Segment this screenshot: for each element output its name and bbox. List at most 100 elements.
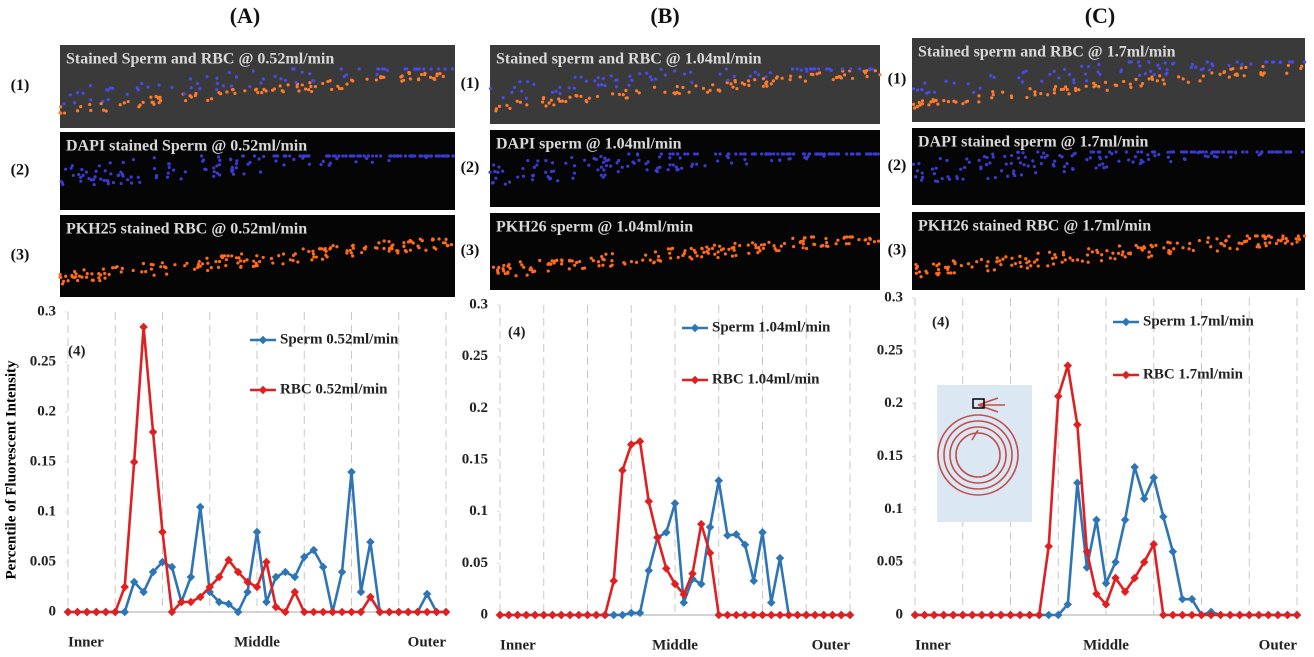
cell-dot	[1086, 260, 1090, 264]
cell-dot	[730, 246, 734, 250]
cell-dot	[560, 99, 565, 103]
cell-dot	[1175, 241, 1179, 245]
cell-dot	[628, 74, 632, 78]
cell-dot	[1072, 81, 1076, 85]
cell-dot	[584, 79, 588, 83]
cell-dot	[1181, 77, 1185, 81]
cell-dot	[1209, 245, 1213, 249]
point	[1283, 610, 1292, 620]
cell-dot	[837, 75, 841, 79]
legend-label: Sperm 0.52ml/min	[280, 331, 399, 347]
cell-dot	[822, 154, 826, 158]
cell-dot	[1113, 257, 1117, 261]
cell-dot	[520, 263, 524, 267]
cell-dot	[1019, 173, 1024, 177]
point	[347, 607, 356, 617]
cell-dot	[197, 259, 201, 264]
cell-dot	[1227, 234, 1231, 238]
cell-dot	[433, 77, 437, 82]
cell-dot	[1128, 252, 1133, 256]
cell-dot	[1210, 62, 1214, 66]
cell-dot	[601, 175, 605, 179]
cell-dot	[310, 258, 314, 262]
cell-dot	[1094, 83, 1098, 87]
cell-dot	[408, 154, 412, 158]
cell-dot	[1062, 170, 1066, 174]
cell-dot	[710, 246, 715, 251]
cell-dot	[241, 154, 245, 158]
cell-dot	[1283, 241, 1287, 245]
cell-dot	[959, 167, 963, 171]
row-label: (1)	[11, 77, 30, 94]
row-label: (3)	[11, 247, 30, 264]
cell-dot	[560, 258, 564, 262]
point	[111, 607, 120, 617]
cell-dot	[991, 93, 995, 97]
cell-dot	[689, 70, 693, 74]
cell-dot	[1024, 257, 1028, 261]
cell-dot	[634, 260, 639, 264]
cell-dot	[85, 272, 89, 276]
cell-dot	[802, 236, 806, 240]
cell-dot	[115, 265, 119, 269]
cell-dot	[1136, 60, 1141, 64]
cell-dot	[717, 88, 721, 92]
cell-dot	[210, 97, 214, 101]
cell-dot	[336, 84, 340, 88]
cell-dot	[79, 104, 83, 109]
cell-dot	[927, 90, 931, 94]
cell-dot	[979, 257, 984, 262]
cell-dot	[668, 163, 672, 167]
point	[375, 607, 385, 617]
point	[810, 610, 820, 620]
legend-label: RBC 1.7ml/min	[1143, 366, 1244, 382]
cell-dot	[945, 158, 949, 163]
cell-dot	[1116, 251, 1121, 256]
cell-dot	[1021, 151, 1025, 155]
cell-dot	[757, 245, 761, 250]
cell-dot	[680, 166, 684, 170]
cell-dot	[1265, 60, 1269, 64]
cell-dot	[1089, 150, 1093, 154]
cell-dot	[920, 88, 924, 92]
cell-dot	[1158, 74, 1162, 78]
point	[714, 610, 723, 620]
cell-dot	[357, 67, 361, 71]
cell-dot	[324, 253, 328, 257]
y-tick-label: 0.3	[884, 289, 903, 305]
cell-dot	[1010, 153, 1014, 158]
cell-dot	[1027, 259, 1031, 263]
cell-dot	[825, 67, 829, 71]
cell-dot	[1065, 162, 1069, 166]
cell-dot	[1102, 166, 1106, 170]
cell-dot	[914, 271, 918, 275]
cell-dot	[933, 179, 938, 183]
cell-dot	[1071, 258, 1075, 262]
cell-dot	[159, 265, 163, 269]
cell-dot	[782, 241, 787, 246]
cell-dot	[1020, 80, 1024, 84]
cell-dot	[390, 244, 394, 248]
point	[723, 531, 732, 540]
cell-dot	[374, 154, 379, 158]
cell-dot	[243, 89, 247, 93]
cell-dot	[718, 244, 722, 248]
cell-dot	[595, 94, 600, 99]
cell-dot	[1263, 241, 1267, 245]
cell-dot	[644, 253, 648, 257]
cell-dot	[1289, 150, 1293, 154]
cell-dot	[1099, 259, 1104, 263]
cell-dot	[227, 71, 231, 75]
cell-dot	[491, 180, 495, 185]
point	[592, 610, 601, 620]
cell-dot	[512, 85, 517, 90]
point	[1245, 610, 1254, 620]
cell-dot	[311, 249, 315, 253]
cell-dot	[503, 272, 507, 276]
cell-dot	[1120, 253, 1124, 257]
cell-dot	[692, 152, 697, 156]
cell-dot	[1058, 154, 1062, 158]
cell-dot	[961, 102, 965, 106]
cell-dot	[1043, 155, 1047, 159]
cell-dot	[564, 99, 568, 104]
